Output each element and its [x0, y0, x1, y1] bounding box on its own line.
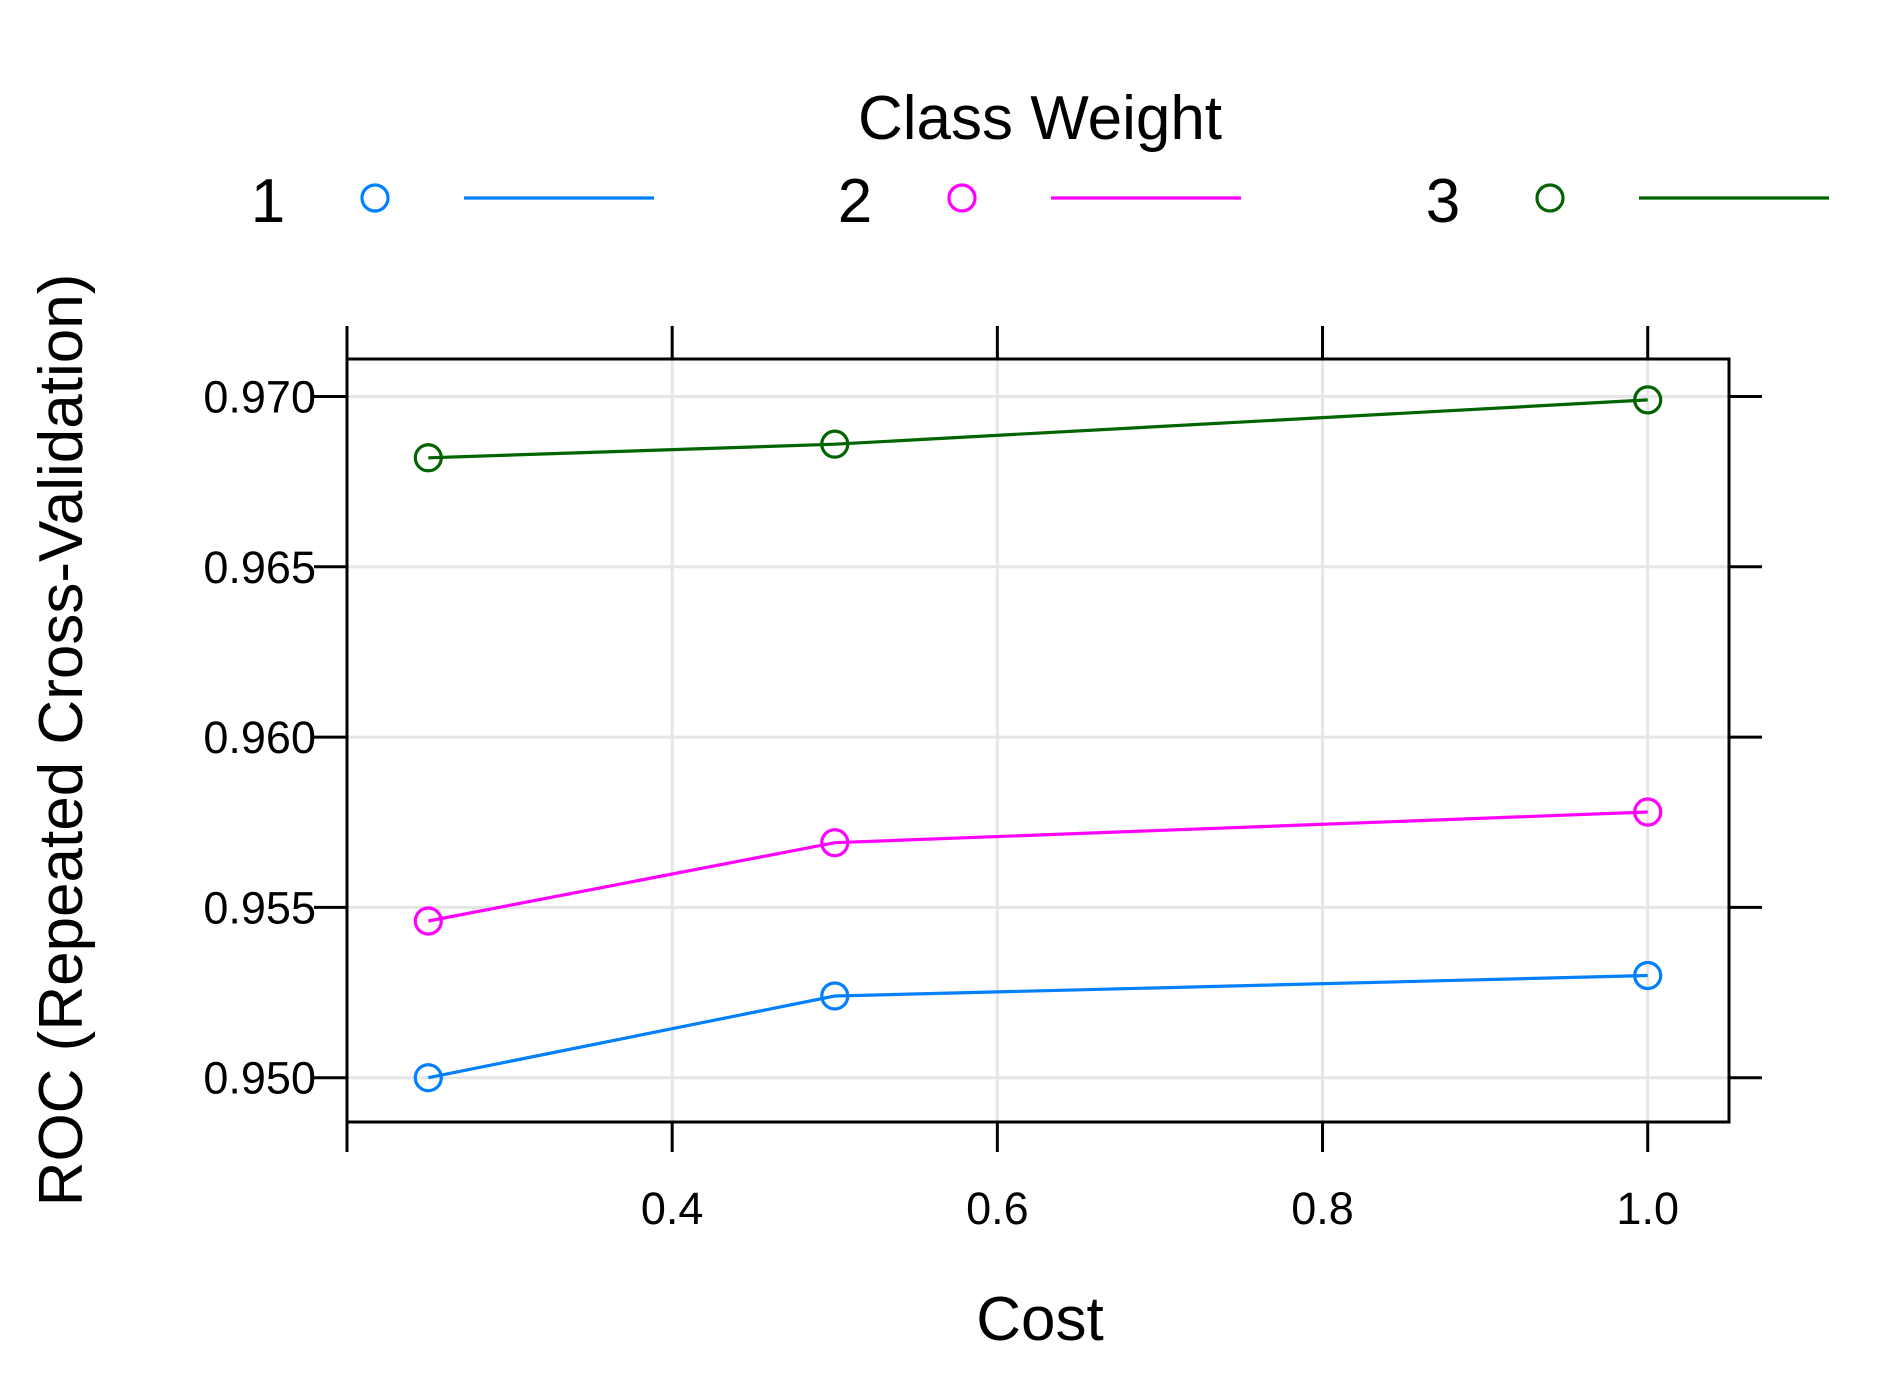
y-tick-label: 0.955 [203, 882, 316, 933]
x-tick-label: 1.0 [1616, 1183, 1679, 1234]
legend-marker [1535, 183, 1565, 213]
data-point-series-3 [1633, 385, 1663, 415]
series-group [413, 385, 1663, 1093]
series-line-2 [427, 810, 1648, 923]
data-point-series-2 [1633, 797, 1663, 827]
data-point-series-1 [820, 981, 850, 1011]
legend-item-3: 3 [1426, 167, 1829, 236]
data-point-series-1 [413, 1063, 443, 1093]
plot-area [314, 326, 1762, 1152]
grid-x [670, 359, 1650, 1122]
x-tick-label: 0.6 [966, 1183, 1029, 1234]
legend: Class Weight 1 2 3 [251, 84, 1829, 236]
x-tick-labels: 0.4 0.6 0.8 1.0 [641, 1183, 1679, 1234]
legend-title: Class Weight [858, 84, 1222, 153]
y-tick-label: 0.970 [203, 371, 316, 422]
y-tick-label: 0.950 [203, 1053, 316, 1104]
series-line-3 [428, 398, 1648, 460]
legend-item-2: 2 [838, 167, 1241, 236]
axis-ticks [314, 326, 1762, 1152]
data-point-series-3 [820, 429, 850, 459]
grid-y [347, 394, 1729, 1080]
legend-label: 2 [838, 167, 872, 236]
series-line-1 [427, 973, 1648, 1080]
y-tick-labels: 0.950 0.955 0.960 0.965 0.970 [203, 371, 316, 1103]
legend-label: 3 [1426, 167, 1460, 236]
legend-marker [947, 183, 977, 213]
y-tick-label: 0.965 [203, 542, 316, 593]
data-point-series-1 [1633, 960, 1663, 991]
x-tick-label: 0.8 [1291, 1183, 1354, 1234]
legend-item-1: 1 [251, 167, 654, 236]
x-axis-title: Cost [976, 1285, 1103, 1354]
data-point-series-3 [413, 443, 443, 473]
legend-marker [360, 183, 390, 213]
legend-label: 1 [251, 167, 285, 236]
y-tick-label: 0.960 [203, 712, 316, 763]
plot-frame [345, 357, 1731, 1124]
y-axis-title: ROC (Repeated Cross-Validation) [27, 274, 96, 1207]
data-point-series-2 [820, 828, 850, 858]
x-tick-label: 0.4 [641, 1183, 704, 1234]
legend-items: 1 2 3 [251, 167, 1829, 236]
data-point-series-2 [413, 906, 443, 936]
